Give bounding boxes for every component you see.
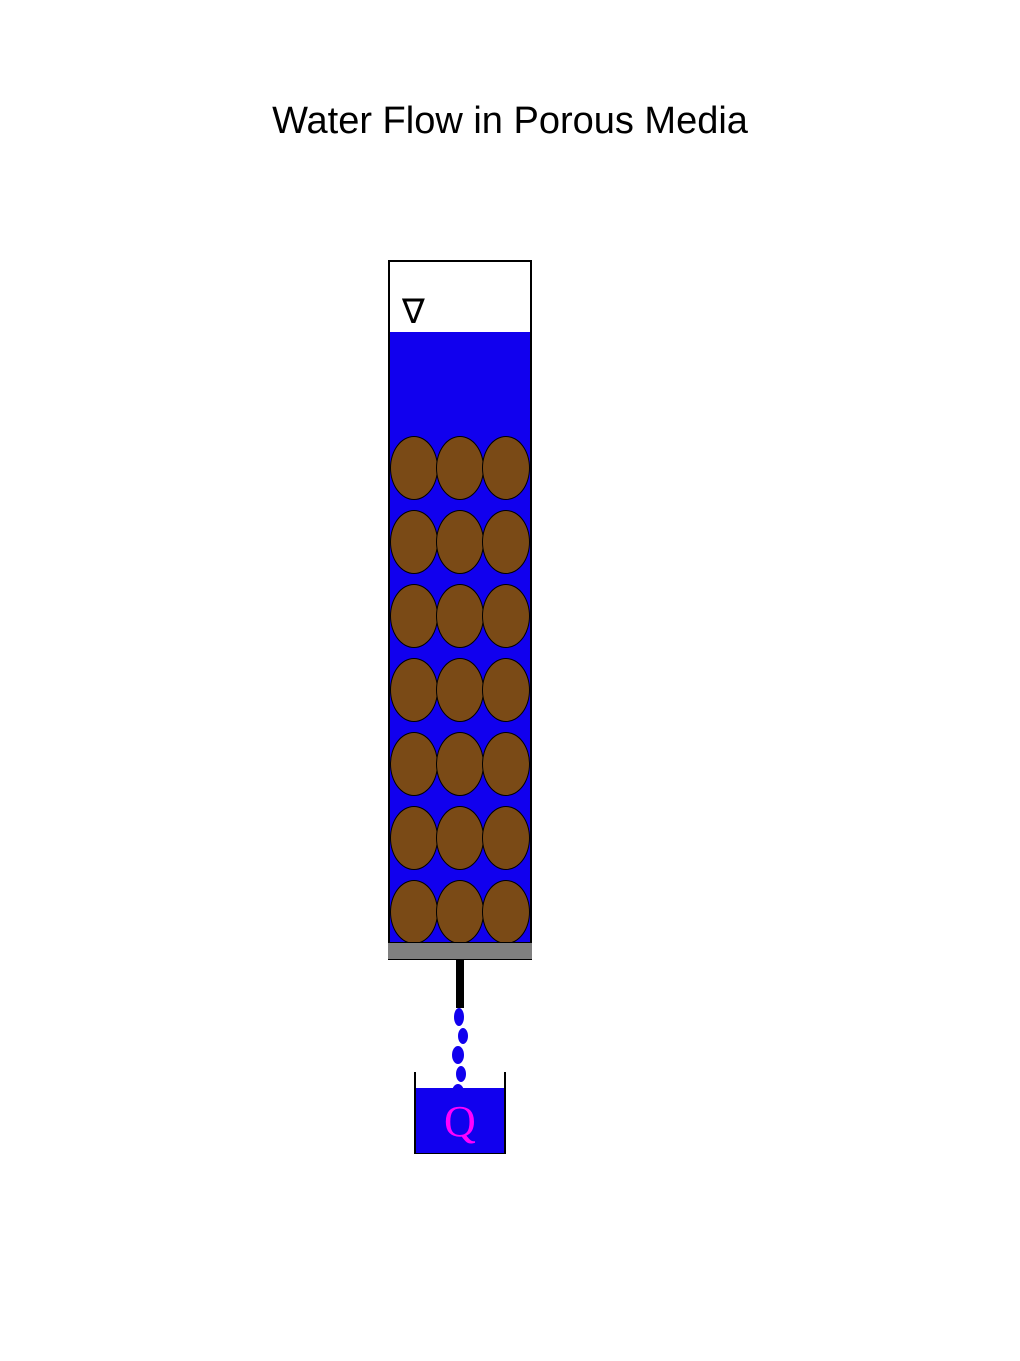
grain xyxy=(390,584,438,648)
grain xyxy=(482,584,530,648)
grain xyxy=(436,732,484,796)
grain xyxy=(390,732,438,796)
diagram-title: Water Flow in Porous Media xyxy=(0,100,1020,143)
discharge-label: Q xyxy=(444,1096,476,1147)
water-drop xyxy=(458,1028,468,1044)
grain xyxy=(390,436,438,500)
grain xyxy=(436,806,484,870)
grain xyxy=(390,880,438,944)
water-drop xyxy=(452,1046,464,1064)
grain xyxy=(482,880,530,944)
grain xyxy=(390,806,438,870)
grain xyxy=(436,584,484,648)
grain xyxy=(482,806,530,870)
grain xyxy=(482,436,530,500)
water-drop xyxy=(454,1008,464,1026)
grain xyxy=(436,436,484,500)
grain xyxy=(436,880,484,944)
water-surface-symbol: ∇ xyxy=(402,292,425,332)
grain xyxy=(436,658,484,722)
bottom-screen xyxy=(388,942,532,960)
grain xyxy=(390,510,438,574)
grain xyxy=(436,510,484,574)
grain xyxy=(482,658,530,722)
grain xyxy=(482,510,530,574)
outlet-pipe xyxy=(456,960,464,1008)
grain xyxy=(482,732,530,796)
grain xyxy=(390,658,438,722)
